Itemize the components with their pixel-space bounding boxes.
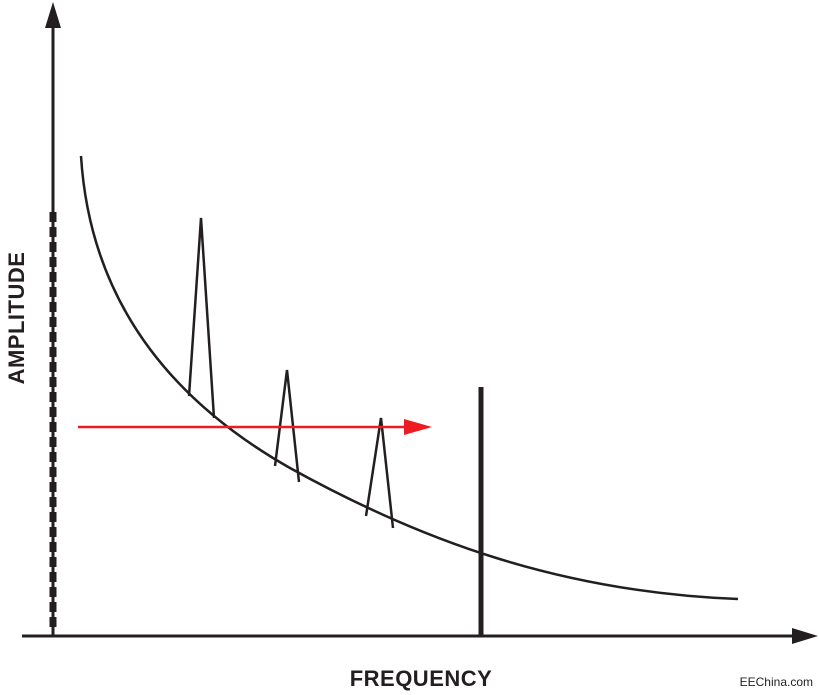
spike-peak-3 — [364, 417, 395, 529]
y-axis-label: AMPLITUDE — [4, 251, 29, 385]
spike-peak-1 — [187, 217, 216, 419]
x-axis-arrowhead — [792, 628, 818, 644]
spike-peak-2 — [273, 369, 301, 483]
red-arrowhead — [404, 419, 432, 435]
y-axis-arrowhead — [45, 2, 61, 28]
decay-curve — [79, 155, 739, 601]
watermark-text: EEChina.com — [739, 675, 813, 689]
x-axis-label: FREQUENCY — [349, 666, 493, 691]
